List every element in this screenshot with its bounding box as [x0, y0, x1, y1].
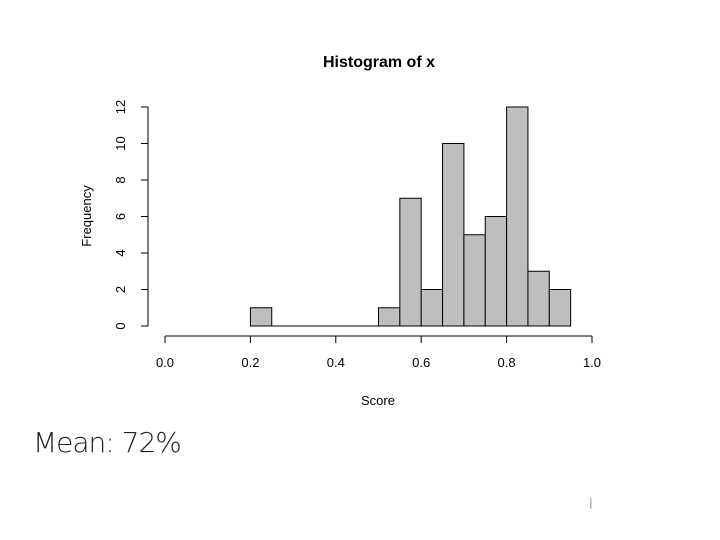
y-tick-label-6: 12	[113, 100, 128, 114]
y-axis-label: Frequency	[79, 185, 94, 247]
histogram-bar-0	[249, 307, 273, 327]
histogram-bar-6	[378, 307, 401, 327]
histogram-bar-14	[548, 289, 572, 327]
y-tick-label-1: 2	[113, 286, 128, 293]
histogram-bar-13	[527, 270, 550, 327]
chart-title: Histogram of x	[323, 54, 435, 71]
x-tick-label-1: 0.2	[241, 355, 259, 370]
bars	[249, 106, 572, 327]
x-axis-label: Score	[361, 393, 395, 408]
y-tick-label-3: 6	[113, 213, 128, 220]
x-tick-label-0: 0.0	[156, 355, 174, 370]
y-tick-label-4: 8	[113, 176, 128, 183]
page-marker: |	[589, 496, 593, 509]
histogram-bar-8	[420, 289, 444, 327]
histogram-bar-7	[399, 197, 422, 327]
histogram-bar-11	[484, 216, 508, 327]
mean-caption: Mean: 72%	[33, 426, 182, 459]
x-tick-label-5: 1.0	[583, 355, 601, 370]
x-axis: 0.0 0.2 0.4 0.6 0.8 1.0	[156, 335, 601, 370]
x-tick-label-3: 0.6	[412, 355, 430, 370]
x-tick-label-4: 0.8	[498, 355, 516, 370]
histogram-bar-10	[463, 234, 486, 327]
y-axis: 0 2 4 6 8 10 12	[113, 100, 149, 330]
y-tick-label-2: 4	[113, 249, 128, 256]
histogram-chart: Histogram of x 0.0 0.2 0.4 0.6 0.8 1.0 0 2 4 6 8 1…	[79, 54, 601, 408]
histogram-bar-12	[506, 106, 529, 327]
histogram-bar-9	[442, 143, 465, 327]
y-tick-label-0: 0	[113, 322, 128, 329]
y-tick-label-5: 10	[113, 136, 128, 150]
x-tick-label-2: 0.4	[327, 355, 345, 370]
